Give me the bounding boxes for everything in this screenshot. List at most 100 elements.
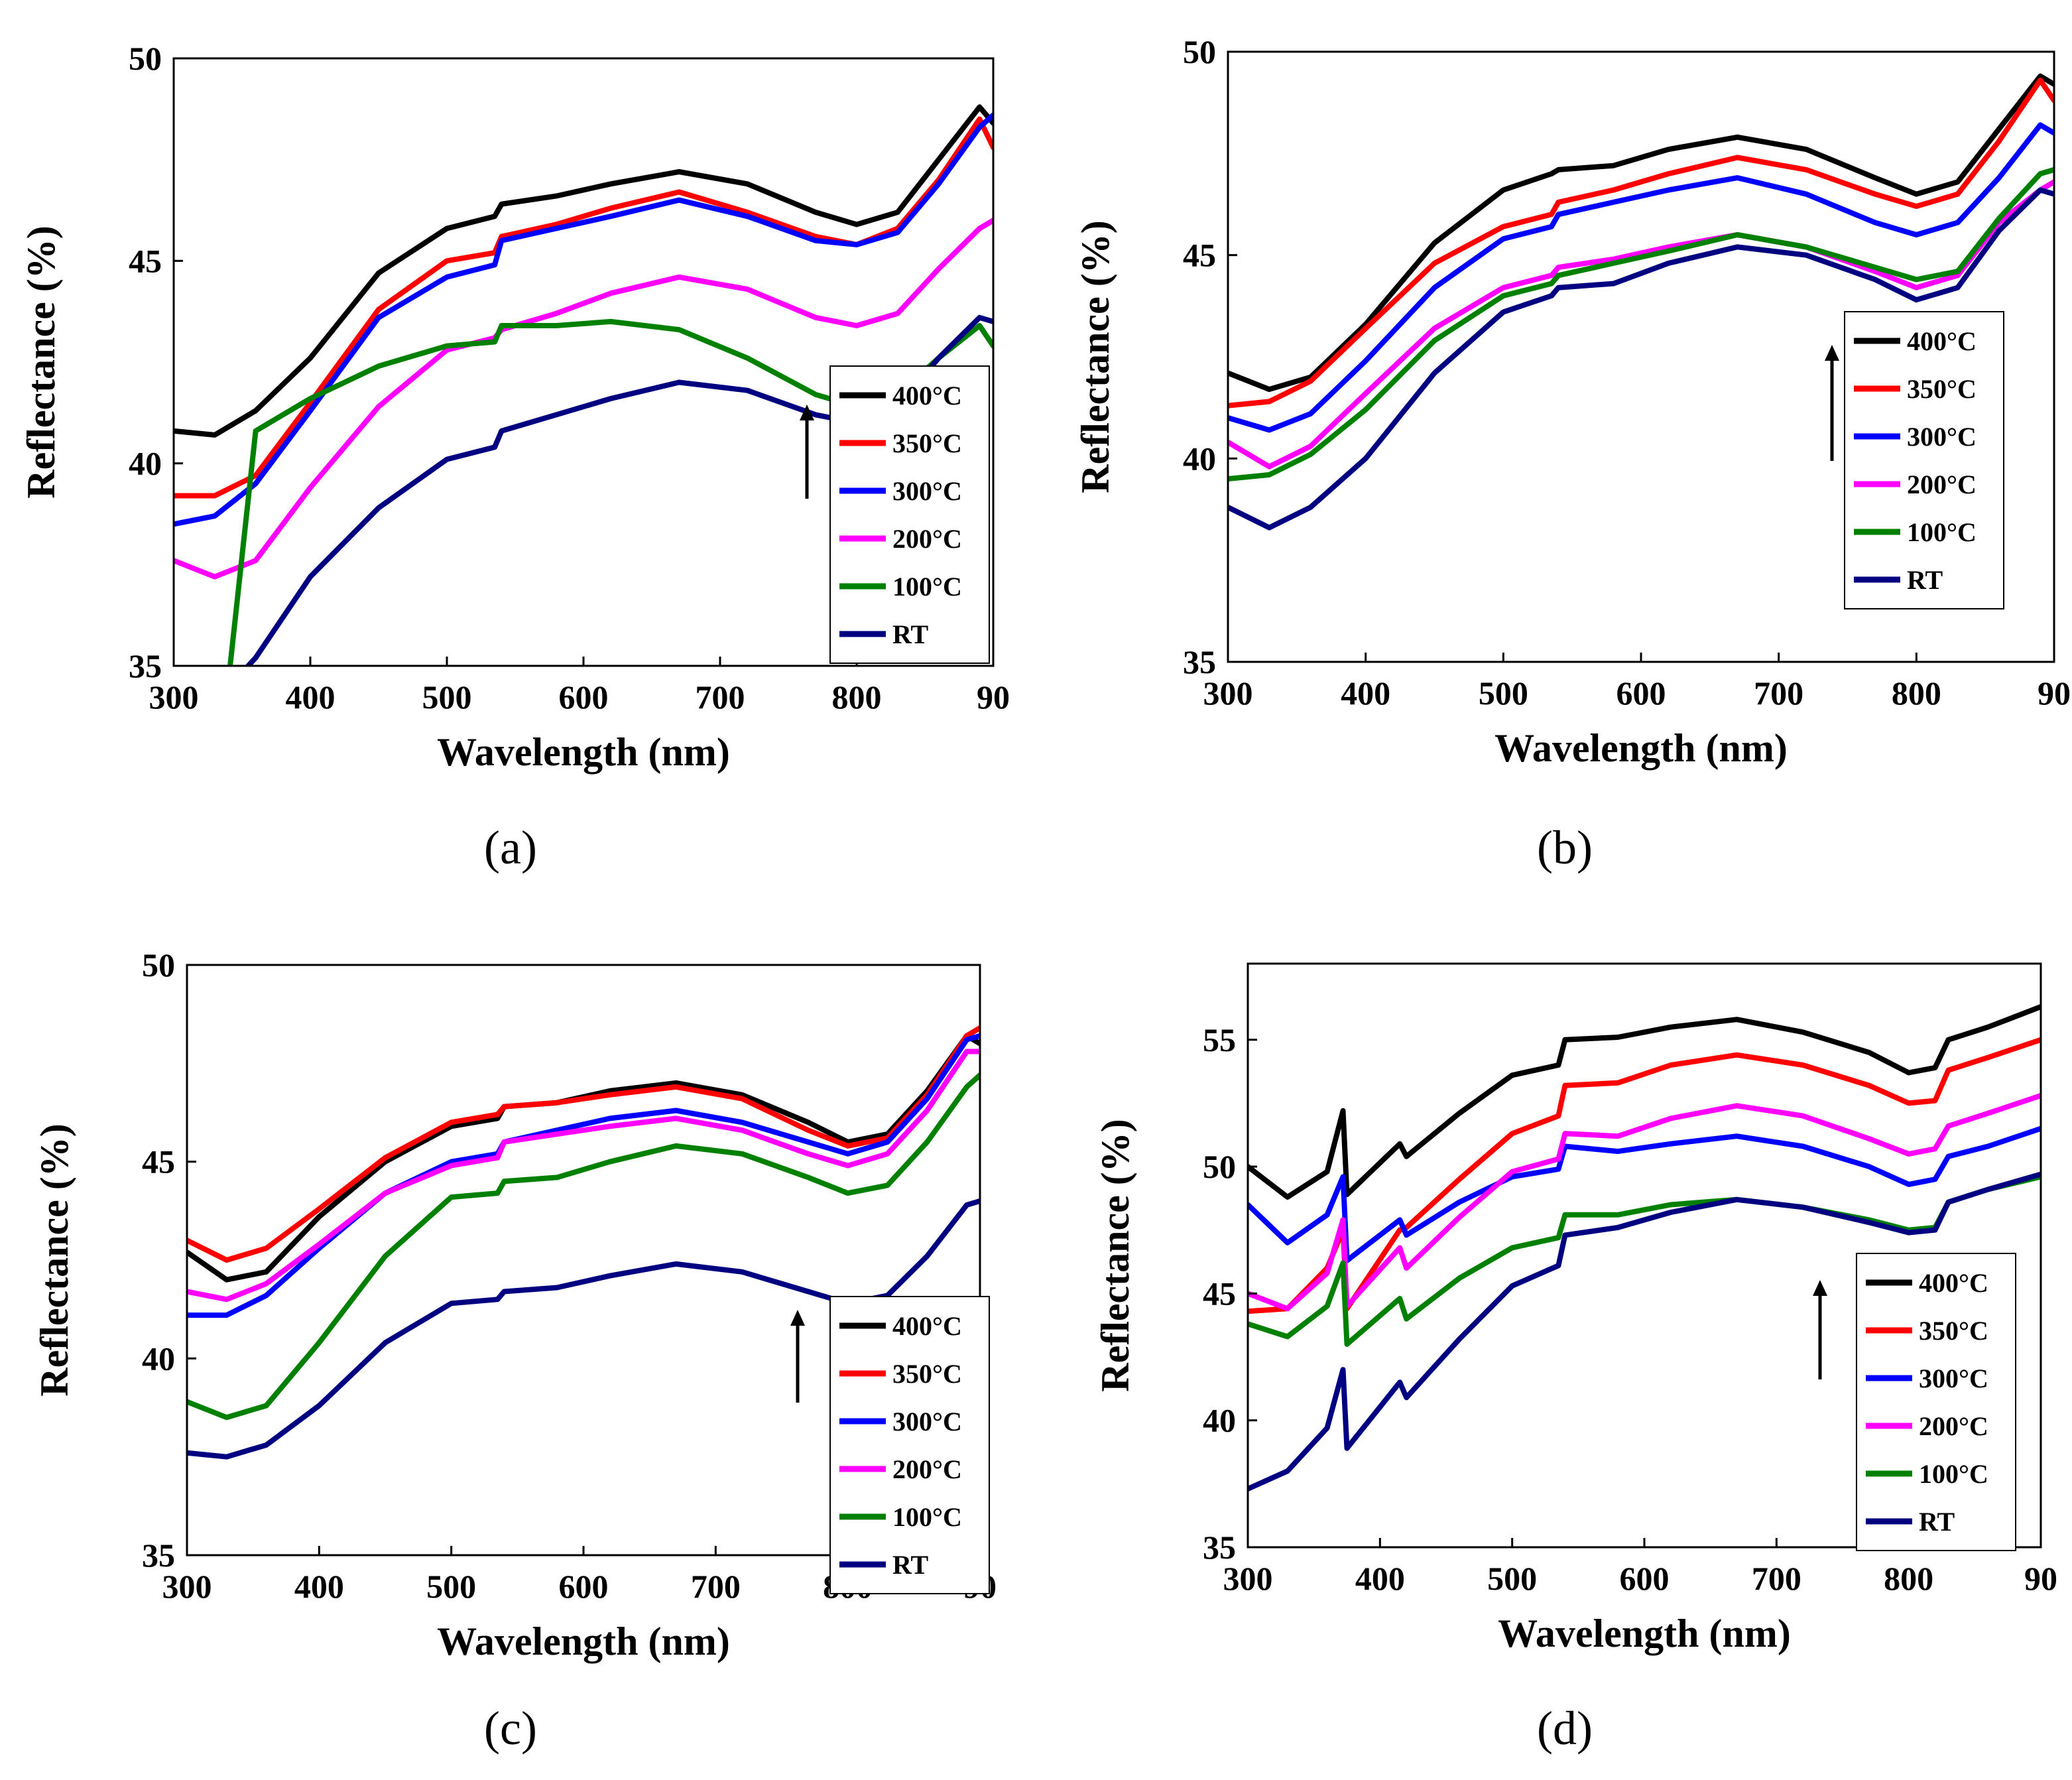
trend-arrow: [1825, 345, 1839, 461]
series-line-RT: [1248, 1171, 2041, 1492]
x-tick-label: 90: [2024, 1560, 2057, 1597]
legend-label-200C: 200°C: [892, 1454, 962, 1484]
y-tick-label: 40: [1183, 440, 1216, 477]
legend-label-200C: 200°C: [892, 524, 962, 554]
y-tick-label: 35: [1183, 643, 1216, 680]
x-tick-label: 700: [691, 1568, 741, 1605]
legend-label-300C: 300°C: [892, 476, 962, 506]
legend-label-300C: 300°C: [892, 1407, 962, 1436]
x-tick-label: 800: [1892, 674, 1941, 712]
x-tick-label: 700: [1752, 1560, 1801, 1597]
legend-box: [829, 1296, 990, 1594]
x-axis-label: Wavelength (nm): [437, 730, 730, 774]
series-line-400C: [1228, 73, 2054, 393]
legend-label-350C: 350°C: [1919, 1316, 1988, 1346]
y-axis-label: Reflectance (%): [1093, 1119, 1137, 1391]
legend-label-100C: 100°C: [892, 1502, 962, 1532]
x-tick-label: 500: [1479, 674, 1528, 712]
arrow-head: [1825, 345, 1839, 361]
legend: 400°C 350°C 300°C 200°C 100°C RT: [829, 1296, 990, 1594]
x-axis-label: Wavelength (nm): [437, 1620, 730, 1663]
series-line-RT: [1228, 187, 2054, 531]
x-tick-label: 300: [1223, 1560, 1273, 1597]
y-tick-label: 35: [129, 647, 162, 684]
series-group: [187, 1025, 980, 1460]
y-tick-label: 35: [1203, 1529, 1236, 1566]
y-tick-label: 35: [142, 1537, 175, 1574]
x-axis-label: Wavelength (nm): [1498, 1612, 1791, 1655]
arrow-head: [800, 405, 814, 420]
x-tick-label: 90: [2038, 674, 2071, 712]
panel-label: (a): [484, 821, 537, 874]
x-tick-label: 300: [1203, 674, 1253, 712]
legend-label-300C: 300°C: [1919, 1364, 1988, 1393]
series-line-400C: [174, 104, 993, 438]
series-line-300C: [174, 112, 993, 527]
x-tick-label: 400: [294, 1568, 344, 1605]
series-line-200C: [174, 218, 993, 580]
legend: 400°C 350°C 300°C 200°C 100°C RT: [829, 365, 990, 664]
legend-box: [829, 365, 990, 664]
series-line-200C: [187, 1049, 980, 1303]
series-line-350C: [1228, 77, 2054, 409]
y-tick-label: 45: [129, 242, 162, 279]
x-tick-label: 500: [1487, 1560, 1537, 1597]
x-tick-label: 600: [1620, 1560, 1670, 1597]
y-tick-label: 45: [1203, 1275, 1236, 1312]
y-tick-label: 45: [1183, 237, 1216, 274]
trend-arrow: [800, 405, 814, 499]
legend-label-350C: 350°C: [892, 428, 962, 458]
legend-label-400C: 400°C: [1919, 1268, 1988, 1298]
legend-label-350C: 350°C: [1907, 374, 1977, 404]
series-group: [1248, 1004, 2041, 1492]
legend-label-RT: RT: [1907, 565, 1943, 595]
legend-box: [1856, 1253, 2016, 1551]
series-line-300C: [1248, 1125, 2041, 1263]
legend-label-400C: 400°C: [892, 1311, 962, 1341]
panel-b: 300 400 500 600 700 800 90 35 40 45 50 Wavelength (…: [1073, 33, 2071, 874]
legend-label-200C: 200°C: [1907, 470, 1977, 499]
x-tick-label: 400: [286, 678, 335, 716]
series-line-RT: [187, 1198, 980, 1460]
y-tick-label: 40: [129, 445, 162, 482]
legend-label-RT: RT: [892, 619, 928, 649]
panel-label: (b): [1537, 821, 1593, 874]
x-tick-label: 400: [1355, 1560, 1405, 1597]
panel-a: 300 400 500 600 700 800 90 35 40 45 50 Wavelength (…: [19, 40, 1010, 874]
legend-label-200C: 200°C: [1919, 1411, 1988, 1441]
y-tick-label: 40: [142, 1340, 175, 1377]
legend-box: [1844, 311, 2004, 609]
legend-label-300C: 300°C: [1907, 422, 1977, 452]
series-group: [1228, 73, 2054, 531]
x-tick-label: 500: [422, 678, 472, 716]
legend-label-RT: RT: [1919, 1507, 1955, 1537]
x-tick-label: 600: [559, 1568, 609, 1605]
y-tick-label: 45: [142, 1143, 175, 1180]
legend-label-350C: 350°C: [892, 1359, 962, 1389]
y-tick-label: 40: [1203, 1402, 1236, 1439]
legend-label-100C: 100°C: [892, 572, 962, 602]
trend-arrow: [790, 1310, 805, 1403]
x-tick-label: 300: [149, 678, 199, 716]
trend-arrow: [1813, 1280, 1827, 1379]
x-tick-label: 600: [559, 678, 609, 716]
legend-label-400C: 400°C: [1907, 326, 1977, 356]
y-tick-label: 50: [1203, 1148, 1236, 1185]
x-tick-label: 600: [1616, 674, 1666, 712]
arrow-head: [1813, 1280, 1827, 1296]
legend-label-RT: RT: [892, 1550, 928, 1580]
arrow-head: [790, 1310, 805, 1326]
x-tick-label: 800: [832, 678, 882, 716]
legend-label-400C: 400°C: [892, 381, 962, 411]
series-line-300C: [1228, 122, 2054, 433]
legend: 400°C 350°C 300°C 200°C 100°C RT: [1856, 1253, 2016, 1551]
series-line-400C: [1248, 1004, 2041, 1200]
series-group: [174, 104, 993, 666]
series-line-200C: [1248, 1093, 2041, 1312]
x-tick-label: 800: [1884, 1560, 1933, 1597]
y-tick-label: 50: [129, 40, 162, 77]
x-tick-label: 700: [1754, 674, 1803, 712]
